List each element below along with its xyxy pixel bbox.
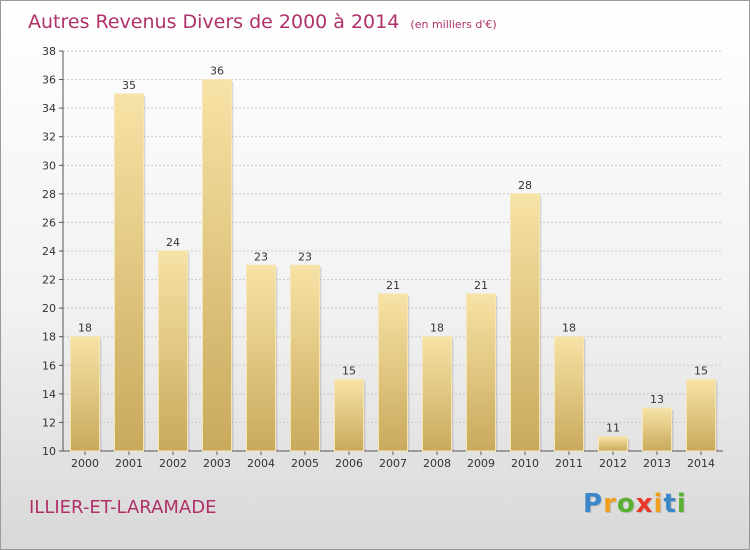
x-tick-label: 2000 [71,457,99,470]
bar-2002 [157,250,189,452]
y-tick-label: 26 [42,216,56,229]
logo-letter: i [676,489,687,519]
bar-2007 [377,293,409,452]
bar-2011 [553,336,585,452]
y-tick-label: 36 [42,74,56,87]
logo-letter: o [616,489,636,519]
y-tick-label: 22 [42,274,56,287]
bar-2014 [685,379,717,452]
bar-2010 [509,193,541,452]
value-label: 28 [518,179,532,192]
x-tick-label: 2006 [335,457,363,470]
y-tick-label: 34 [42,102,56,115]
labels: 10 12 14 16 18 20 22 24 26 28 30 32 34 36 38 18 2000 35 20… [42,45,715,470]
bar-2001 [113,93,145,452]
y-tick-label: 16 [42,359,56,372]
bar-2009 [465,293,497,452]
bar-2008 [421,336,453,452]
x-tick-label: 2009 [467,457,495,470]
logo-letter: t [663,489,677,519]
bar-2003 [201,79,233,452]
value-label: 23 [298,250,312,263]
value-label: 18 [430,322,444,335]
x-tick-label: 2011 [555,457,583,470]
value-label: 13 [650,393,664,406]
y-tick-label: 20 [42,302,56,315]
y-tick-label: 18 [42,331,56,344]
value-label: 36 [210,65,224,78]
value-label: 11 [606,422,620,435]
value-label: 15 [694,365,708,378]
y-tick-label: 30 [42,159,56,172]
value-label: 18 [78,322,92,335]
y-tick-label: 32 [42,131,56,144]
x-tick-label: 2003 [203,457,231,470]
x-tick-label: 2008 [423,457,451,470]
bar-2004 [245,264,277,452]
logo-letter: x [635,489,654,519]
bar-2000 [69,336,101,452]
value-label: 21 [474,279,488,292]
bar-2006 [333,379,365,452]
chart-title-block: Autres Revenus Divers de 2000 à 2014 (en… [28,11,497,33]
bar-2013 [641,407,673,452]
y-tick-label: 14 [42,388,56,401]
x-tick-label: 2014 [687,457,715,470]
x-tick-label: 2010 [511,457,539,470]
value-label: 18 [562,322,576,335]
place-name: ILLIER-ET-LARAMADE [29,497,217,518]
bar-2012 [597,436,629,452]
value-label: 23 [254,250,268,263]
bar-2005 [289,264,321,452]
logo-letter: r [603,489,617,519]
x-tick-label: 2013 [643,457,671,470]
value-label: 35 [122,79,136,92]
value-label: 15 [342,365,356,378]
y-tick-label: 10 [42,445,56,458]
logo-letter: P [583,489,604,519]
value-label: 21 [386,279,400,292]
y-tick-label: 38 [42,45,56,58]
x-tick-label: 2012 [599,457,627,470]
x-tick-label: 2004 [247,457,275,470]
x-tick-label: 2005 [291,457,319,470]
x-tick-label: 2001 [115,457,143,470]
chart-unit: (en milliers d'€) [410,18,497,31]
value-label: 24 [166,236,180,249]
y-tick-label: 24 [42,245,56,258]
bars [69,79,718,452]
x-tick-label: 2002 [159,457,187,470]
y-tick-label: 28 [42,188,56,201]
x-tick-label: 2007 [379,457,407,470]
proxiti-logo: Proxiti [583,489,687,519]
y-tick-label: 12 [42,416,56,429]
logo-letter: i [653,489,664,519]
chart-title: Autres Revenus Divers de 2000 à 2014 [28,11,400,33]
